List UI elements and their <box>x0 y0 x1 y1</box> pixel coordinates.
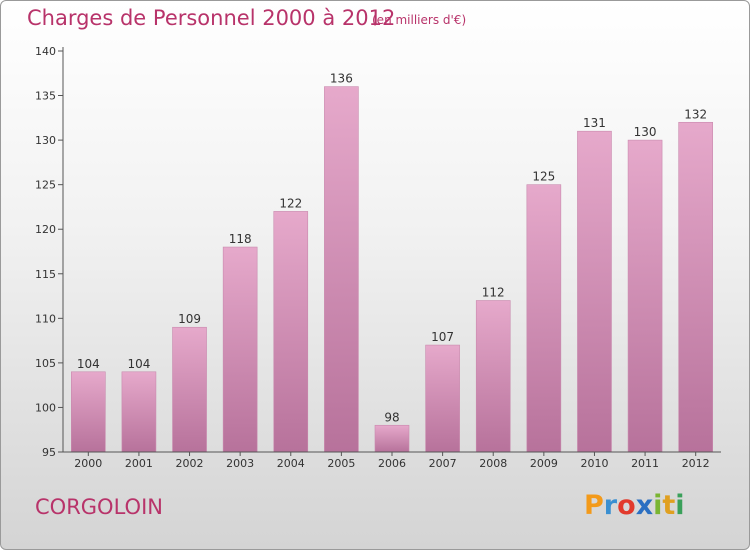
value-label: 109 <box>178 312 201 326</box>
commune-name: CORGOLOIN <box>35 495 163 519</box>
bar-2012 <box>678 121 713 453</box>
logo-letter: t <box>662 490 676 521</box>
value-label: 112 <box>482 286 505 300</box>
x-tick-label: 2007 <box>429 457 457 470</box>
bar-2001 <box>121 371 157 453</box>
x-tick-label: 2004 <box>277 457 305 470</box>
value-label: 104 <box>77 357 100 371</box>
bar-2011 <box>627 139 663 453</box>
logo-letter: P <box>584 490 604 521</box>
x-tick-label: 2009 <box>530 457 558 470</box>
value-label: 118 <box>229 232 252 246</box>
bar-2008 <box>475 300 511 453</box>
x-tick-label: 2003 <box>226 457 254 470</box>
y-tick-label: 140 <box>35 45 56 58</box>
value-label: 131 <box>583 116 606 130</box>
bar-2006 <box>374 424 410 453</box>
bar-2004 <box>273 211 309 453</box>
x-tick-label: 2005 <box>327 457 355 470</box>
logo-letter: r <box>603 490 618 521</box>
y-tick-label: 115 <box>35 268 56 281</box>
logo-letter: x <box>635 490 654 521</box>
y-tick-label: 135 <box>35 90 56 103</box>
y-tick-label: 120 <box>35 223 56 236</box>
logo-letter: o <box>617 490 636 521</box>
chart-title: Charges de Personnel 2000 à 2012 <box>27 6 396 30</box>
x-tick-label: 2001 <box>125 457 153 470</box>
bar-2002 <box>172 326 207 453</box>
bar-2003 <box>222 246 258 453</box>
axis-layer <box>58 47 721 456</box>
value-label: 136 <box>330 72 353 86</box>
value-label: 125 <box>532 170 555 184</box>
value-label: 98 <box>384 410 399 424</box>
logo-letter: i <box>675 490 685 521</box>
bar-2009 <box>526 184 562 453</box>
proxiti-logo: Proxiti <box>584 490 685 521</box>
bar-2007 <box>425 344 460 453</box>
x-tick-label: 2012 <box>682 457 710 470</box>
value-label: 132 <box>684 107 707 121</box>
x-tick-label: 2002 <box>176 457 204 470</box>
bar-2000 <box>71 371 106 453</box>
labels-layer: 104 2000 104 2001 109 2002 118 2003 122 2004 136 20… <box>35 45 710 470</box>
value-label: 130 <box>634 125 657 139</box>
bar-2010 <box>577 130 612 453</box>
chart-subtitle: (en milliers d'€) <box>372 13 467 27</box>
y-tick-label: 100 <box>35 401 56 414</box>
logo-letter: i <box>653 490 663 521</box>
y-tick-label: 95 <box>42 446 56 459</box>
bars-layer <box>71 86 713 453</box>
x-tick-label: 2006 <box>378 457 406 470</box>
value-label: 122 <box>279 196 302 210</box>
y-tick-label: 125 <box>35 179 56 192</box>
y-tick-label: 105 <box>35 357 56 370</box>
bar-2005 <box>324 86 359 453</box>
value-label: 104 <box>127 357 150 371</box>
x-tick-label: 2010 <box>580 457 608 470</box>
x-tick-label: 2000 <box>74 457 102 470</box>
y-tick-label: 130 <box>35 134 56 147</box>
value-label: 107 <box>431 330 454 344</box>
y-tick-label: 110 <box>35 312 56 325</box>
x-tick-label: 2008 <box>479 457 507 470</box>
x-tick-label: 2011 <box>631 457 659 470</box>
